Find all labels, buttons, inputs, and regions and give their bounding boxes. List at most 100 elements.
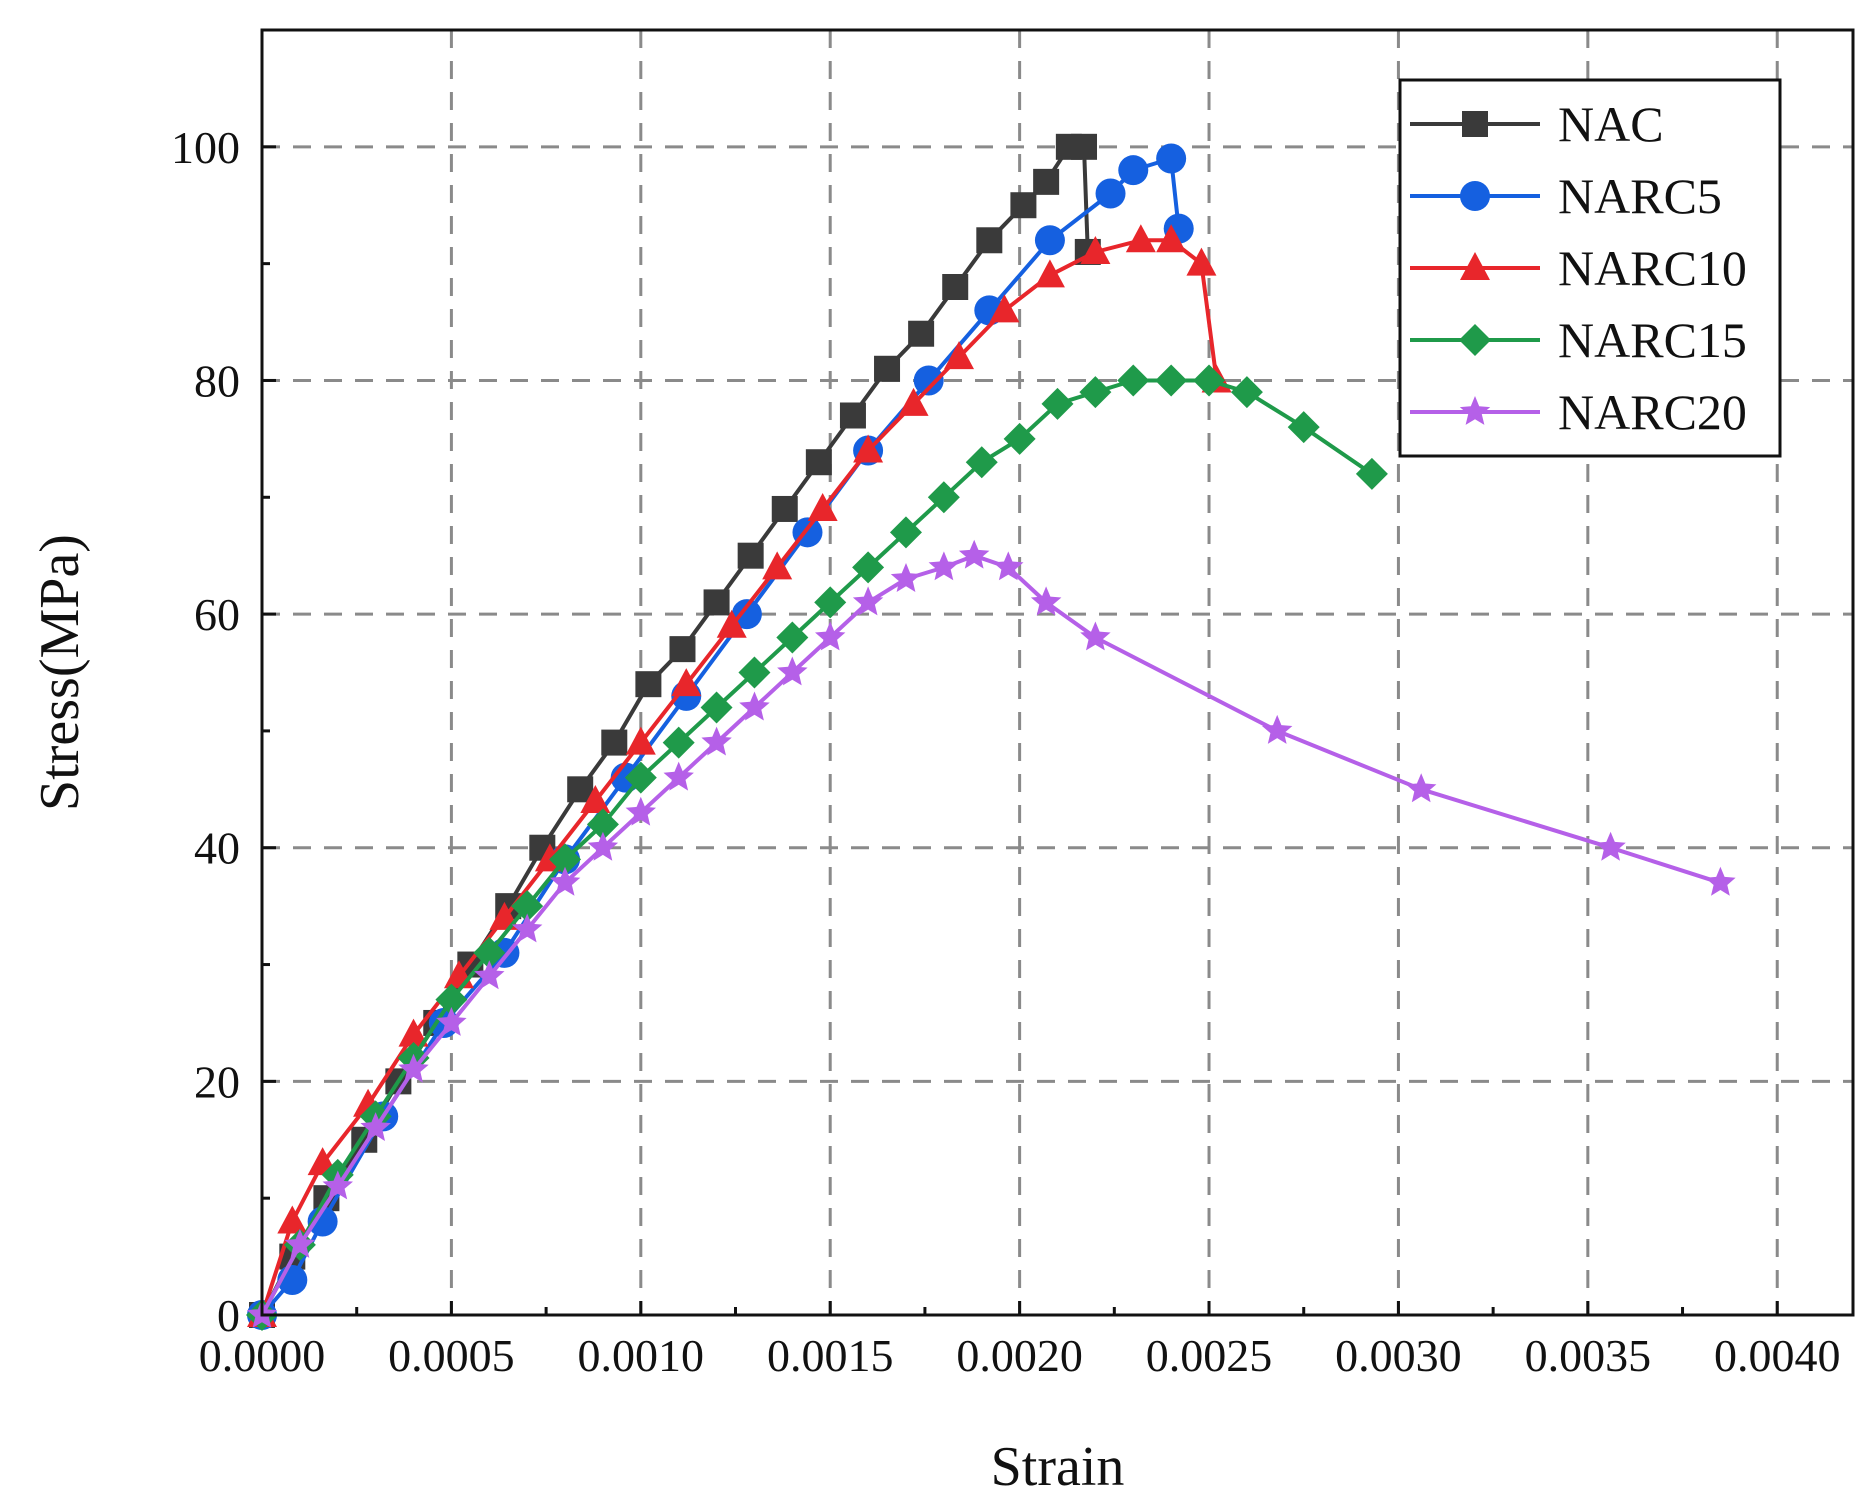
data-point-nac — [737, 542, 764, 569]
data-point-nac — [1010, 192, 1037, 219]
series-line-narc20 — [260, 553, 1722, 1316]
data-point-nac — [1033, 168, 1060, 195]
data-point-narc20 — [474, 960, 505, 990]
data-point-narc20 — [663, 761, 694, 791]
data-point-narc20 — [511, 913, 543, 943]
axis-ticks: 0.0000 0.0005 0.0010 0.0015 0.0020 0.0025 0.00… — [171, 122, 1840, 1381]
data-point-narc10 — [807, 492, 838, 521]
data-point-narc10 — [1125, 224, 1156, 253]
data-point-narc15 — [1355, 457, 1388, 490]
data-point-narc20 — [284, 1228, 316, 1258]
y-tick-label: 100 — [171, 122, 240, 173]
data-point-narc20 — [739, 691, 770, 721]
data-point-narc20 — [1595, 831, 1626, 861]
data-point-narc15 — [965, 446, 998, 479]
data-point-narc10 — [716, 609, 747, 638]
data-point-narc10 — [898, 387, 929, 416]
legend-marker-nac — [1462, 111, 1488, 137]
legend-label-narc15: NARC15 — [1558, 312, 1747, 368]
data-point-narc20 — [928, 551, 960, 581]
series-line-narc10 — [260, 238, 1219, 1316]
x-tick-label: 0.0005 — [388, 1330, 515, 1381]
data-point-narc20 — [360, 1112, 391, 1141]
data-point-narc15 — [852, 551, 885, 584]
data-point-narc20 — [549, 866, 581, 896]
data-point-narc20 — [1030, 586, 1062, 616]
data-point-narc5 — [913, 365, 944, 396]
data-point-narc15 — [776, 621, 809, 654]
legend-label-narc10: NARC10 — [1558, 240, 1747, 296]
data-point-narc15 — [1041, 387, 1074, 420]
data-point-narc10 — [1186, 247, 1217, 276]
data-point-narc20 — [701, 726, 732, 756]
data-point-narc15 — [662, 726, 695, 759]
data-point-narc15 — [1230, 376, 1263, 409]
data-point-nac — [942, 274, 969, 300]
x-tick-label: 0.0010 — [578, 1330, 705, 1381]
data-point-nac — [976, 227, 1003, 254]
data-point-narc20 — [1262, 714, 1293, 744]
data-point-narc15 — [700, 691, 733, 724]
y-tick-label: 0 — [217, 1290, 240, 1341]
data-point-narc10 — [1080, 235, 1111, 264]
data-point-narc20 — [322, 1170, 353, 1200]
data-point-narc5 — [1095, 178, 1126, 209]
legend-marker-narc10 — [1460, 252, 1490, 280]
data-point-narc10 — [580, 785, 611, 813]
data-point-narc10 — [944, 341, 975, 370]
data-point-narc15 — [889, 516, 922, 549]
legend: NAC NARC5 NARC10 NARC15 NARC20 — [1398, 78, 1782, 458]
y-tick-label: 80 — [194, 355, 240, 406]
data-point-nac — [669, 636, 696, 663]
legend-label-narc20: NARC20 — [1558, 384, 1747, 440]
data-point-narc20 — [777, 656, 808, 686]
data-point-narc20 — [958, 539, 990, 569]
x-tick-label: 0.0030 — [1335, 1330, 1462, 1381]
data-point-narc20 — [398, 1053, 429, 1083]
data-point-nac — [874, 355, 901, 382]
data-point-narc10 — [1034, 259, 1065, 288]
grid — [262, 30, 1853, 1315]
data-point-narc5 — [731, 599, 762, 630]
data-point-narc15 — [738, 656, 771, 689]
data-point-narc10 — [671, 668, 702, 697]
data-point-nac — [601, 729, 628, 756]
data-point-narc10 — [398, 1018, 429, 1047]
y-tick-label: 20 — [194, 1056, 240, 1107]
legend-marker-narc20 — [1459, 396, 1491, 425]
data-point-narc20 — [1080, 621, 1111, 651]
data-point-narc20 — [1405, 773, 1437, 803]
data-point-narc20 — [436, 1007, 467, 1036]
x-axis-title: Strain — [991, 1436, 1125, 1498]
data-point-narc20 — [625, 796, 656, 826]
data-point-narc15 — [1155, 364, 1188, 397]
data-point-narc15 — [1079, 376, 1112, 409]
y-tick-label: 40 — [194, 823, 240, 874]
data-point-nac — [839, 402, 866, 429]
legend-label-narc5: NARC5 — [1558, 168, 1722, 224]
data-point-narc20 — [993, 551, 1024, 581]
plot-frame — [260, 28, 1855, 1317]
data-point-narc15 — [1193, 364, 1226, 397]
data-point-narc5 — [1034, 225, 1065, 256]
x-tick-label: 0.0040 — [1714, 1330, 1841, 1381]
data-point-nac — [805, 449, 832, 476]
legend-marker-narc5 — [1460, 181, 1490, 211]
x-tick-label: 0.0000 — [199, 1330, 326, 1381]
data-point-narc15 — [1003, 422, 1036, 455]
data-point-narc15 — [1287, 411, 1320, 444]
data-point-narc15 — [549, 843, 582, 876]
data-point-narc10 — [762, 551, 793, 580]
y-tick-label: 60 — [194, 589, 240, 640]
data-point-narc20 — [587, 831, 619, 861]
data-point-narc15 — [624, 761, 657, 794]
data-point-nac — [703, 589, 730, 616]
legend-marker-narc15 — [1459, 324, 1491, 356]
data-point-narc10 — [989, 294, 1020, 323]
data-point-nac — [1071, 133, 1098, 160]
data-point-nac — [635, 671, 662, 698]
data-point-narc15 — [435, 983, 468, 1016]
data-point-narc20 — [890, 563, 922, 592]
data-point-narc15 — [586, 808, 619, 841]
